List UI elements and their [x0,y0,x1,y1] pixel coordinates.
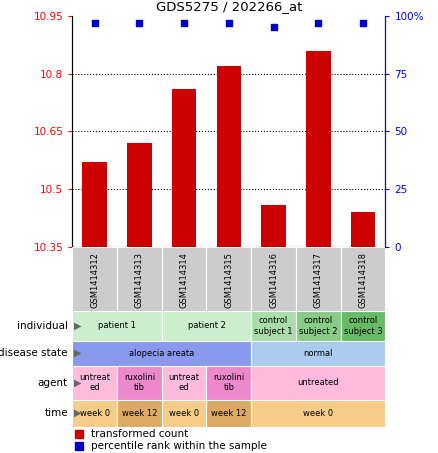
Text: GSM1414312: GSM1414312 [90,252,99,308]
Bar [296,311,341,341]
Text: ▶: ▶ [74,321,82,331]
Text: untreated: untreated [297,378,339,387]
Bar [72,311,162,341]
Bar [162,366,206,400]
Text: GSM1414317: GSM1414317 [314,252,323,308]
Text: untreat
ed: untreat ed [79,373,110,392]
Text: alopecia areata: alopecia areata [129,349,194,357]
Bar [251,247,296,313]
Bar [251,366,385,400]
Bar [206,400,251,427]
Text: transformed count: transformed count [91,429,188,439]
Bar [72,247,117,313]
Text: week 0: week 0 [169,409,199,418]
Bar [206,247,251,313]
Bar [162,400,206,427]
Point [360,19,367,26]
Text: individual: individual [17,321,68,331]
Text: agent: agent [38,377,68,388]
Bar [72,341,251,366]
Point [136,19,143,26]
Point [282,281,289,289]
Point [315,19,322,26]
Text: ▶: ▶ [74,348,82,358]
Bar [117,400,162,427]
Bar [162,247,206,313]
Bar [296,247,341,313]
Text: control
subject 1: control subject 1 [254,316,293,336]
Point [270,24,277,31]
Text: week 12: week 12 [122,409,157,418]
Text: ▶: ▶ [74,377,82,388]
Bar [72,366,117,400]
Bar [72,400,117,427]
Bar [261,204,286,247]
Bar [251,400,385,427]
Bar [306,50,331,247]
Bar [117,247,162,313]
Bar [162,311,251,341]
Text: patient 1: patient 1 [98,322,136,330]
Point [282,395,289,402]
Text: patient 2: patient 2 [187,322,226,330]
Point [91,19,98,26]
Text: control
subject 3: control subject 3 [344,316,382,336]
Text: GSM1414313: GSM1414313 [135,252,144,308]
Text: disease state: disease state [0,348,68,358]
Text: week 0: week 0 [80,409,110,418]
Bar [127,143,152,247]
Text: week 12: week 12 [211,409,247,418]
Text: ruxolini
tib: ruxolini tib [213,373,244,392]
Point [180,19,187,26]
Bar [216,66,241,247]
Text: ▶: ▶ [74,408,82,418]
Bar [206,366,251,400]
Text: control
subject 2: control subject 2 [299,316,338,336]
Bar [117,366,162,400]
Text: GSM1414316: GSM1414316 [269,252,278,308]
Text: untreat
ed: untreat ed [169,373,200,392]
Text: GSM1414315: GSM1414315 [224,252,233,308]
Bar [172,89,196,247]
Point [225,19,232,26]
Text: ruxolini
tib: ruxolini tib [124,373,155,392]
Bar [251,311,296,341]
Text: GSM1414318: GSM1414318 [359,252,367,308]
Text: normal: normal [304,349,333,357]
Bar [341,311,385,341]
Bar [351,212,375,247]
Text: time: time [44,408,68,418]
Title: GDS5275 / 202266_at: GDS5275 / 202266_at [155,0,302,13]
Bar [251,341,385,366]
Text: week 0: week 0 [303,409,333,418]
Bar [82,162,107,247]
Bar [341,247,385,313]
Text: percentile rank within the sample: percentile rank within the sample [91,441,267,451]
Text: GSM1414314: GSM1414314 [180,252,189,308]
